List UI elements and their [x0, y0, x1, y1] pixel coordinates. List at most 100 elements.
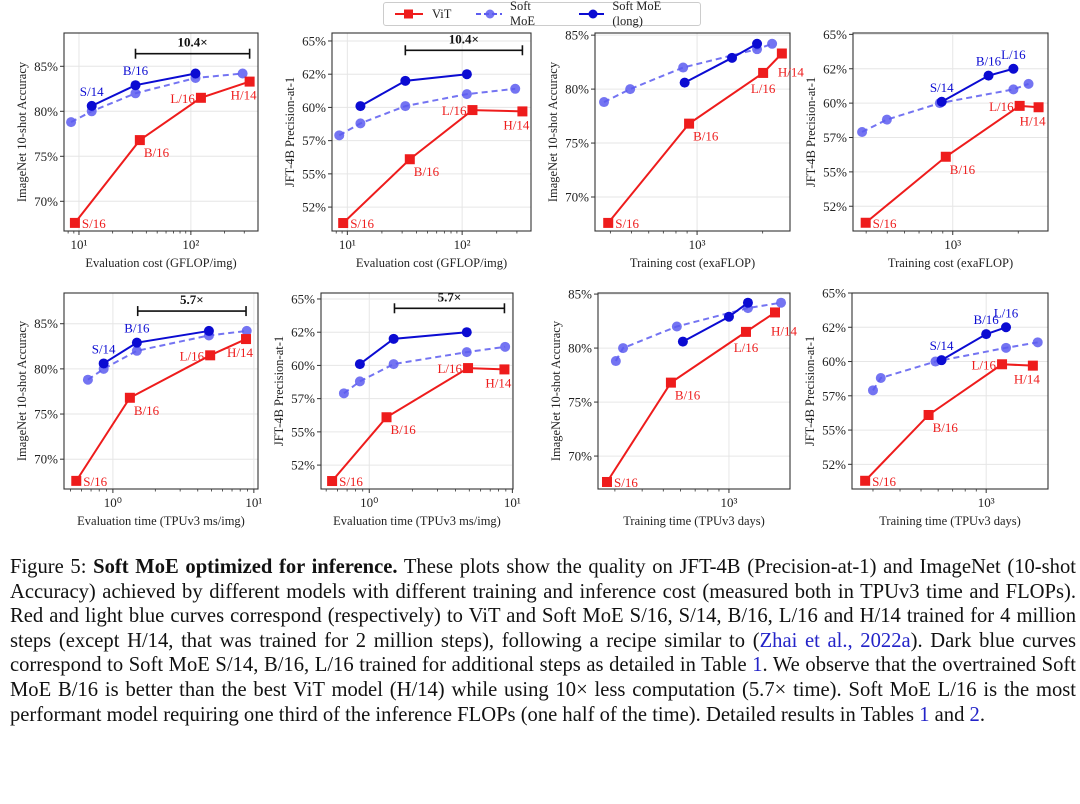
point-label: B/16	[675, 388, 701, 403]
data-point-soft-moe	[355, 118, 366, 129]
point-label: B/16	[976, 54, 1002, 69]
data-point-vit	[997, 359, 1008, 370]
data-point-vit	[327, 476, 338, 487]
data-point-soft-moe	[131, 345, 142, 356]
table-1-link[interactable]: 1	[752, 654, 763, 677]
data-point-soft-moe	[610, 356, 621, 367]
point-label: B/16	[124, 321, 150, 336]
speedup-label: 10.4×	[177, 35, 207, 50]
x-tick-label: 10¹	[71, 237, 88, 252]
point-label: H/14	[227, 345, 254, 360]
y-axis-label: ImageNet 10-shot Accuracy	[15, 320, 29, 461]
speedup-label: 10.4×	[449, 31, 479, 46]
point-label: B/16	[134, 403, 160, 418]
y-tick-label: 62%	[291, 325, 315, 340]
data-point-soft-moe-long	[742, 297, 753, 308]
y-tick-label: 57%	[822, 388, 846, 403]
y-tick-label: 85%	[34, 316, 58, 331]
y-tick-label: 57%	[291, 391, 315, 406]
data-point-soft-moe	[82, 374, 93, 385]
y-tick-label: 60%	[302, 100, 326, 115]
point-label: H/14	[503, 117, 530, 132]
data-point-soft-moe-long	[752, 38, 763, 49]
citation-link-zhai[interactable]: Zhai et al., 2022a	[759, 629, 911, 652]
y-tick-label: 75%	[34, 407, 58, 422]
table-2-link[interactable]: 2	[969, 703, 980, 726]
point-label: L/16	[989, 99, 1014, 114]
data-point-vit	[758, 67, 769, 78]
chart-panel-8: 52% 55% 57% 60% 62% 65% 10³ Training time (TPUv…	[803, 286, 1049, 528]
data-point-vit	[404, 154, 415, 165]
series-line-vit	[74, 80, 250, 224]
series-line-vit	[331, 367, 505, 482]
data-point-soft-moe-long	[98, 358, 109, 369]
data-point-soft-moe	[500, 341, 511, 352]
y-tick-label: 65%	[823, 27, 847, 42]
chart-panel-1: 70% 75% 80% 85% 10¹ 10² Evaluation cost (GFLOP…	[15, 32, 259, 270]
data-point-vit	[517, 106, 528, 117]
data-point-soft-moe-long	[727, 52, 738, 63]
data-point-vit	[923, 409, 934, 420]
plot-frame	[63, 292, 259, 490]
data-point-vit	[1027, 360, 1038, 371]
series-line-soft-moe	[87, 329, 247, 381]
y-tick-label: 55%	[822, 423, 846, 438]
data-point-vit	[71, 475, 82, 486]
data-point-vit	[603, 217, 614, 228]
legend-item-vit: ViT	[394, 7, 451, 22]
data-point-soft-moe-long	[981, 329, 992, 340]
data-point-soft-moe-long	[983, 70, 994, 81]
point-label: H/14	[771, 323, 798, 338]
y-tick-label: 75%	[34, 149, 58, 164]
table-1-link[interactable]: 1	[919, 703, 930, 726]
data-point-vit	[124, 392, 135, 403]
y-tick-label: 57%	[302, 133, 326, 148]
chart-panel-3: 70% 75% 80% 85% 10³ Training cost (exaFLOP) Im…	[546, 28, 804, 270]
legend: ViT Soft MoE Soft MoE (long)	[383, 0, 701, 29]
x-axis-label: Evaluation cost (GFLOP/img)	[85, 256, 236, 270]
figure-caption: Figure 5: Soft MoE optimized for inferen…	[10, 555, 1076, 727]
point-label: L/16	[1001, 47, 1026, 62]
data-point-soft-moe	[867, 385, 878, 396]
chart-panel-2: 52% 55% 57% 60% 62% 65% 10¹ 10² Evaluation cost …	[283, 31, 532, 270]
point-label: S/14	[930, 80, 954, 95]
data-point-soft-moe	[881, 114, 892, 125]
point-label: B/16	[391, 422, 417, 437]
data-point-soft-moe	[338, 388, 349, 399]
y-axis-label: JFT-4B Precision-at-1	[803, 336, 817, 446]
data-point-soft-moe-long	[723, 311, 734, 322]
x-tick-label: 10¹	[245, 495, 262, 510]
point-label: B/16	[693, 129, 719, 144]
caption-text: ). Dark blue curves correspond to Soft M…	[10, 629, 1076, 677]
series-line-vit	[864, 363, 1033, 482]
data-point-soft-moe	[237, 68, 248, 79]
y-tick-label: 65%	[291, 291, 315, 306]
y-tick-label: 57%	[823, 130, 847, 145]
data-point-soft-moe-long	[936, 355, 947, 366]
data-point-soft-moe	[66, 117, 77, 128]
data-point-vit	[601, 476, 612, 487]
y-tick-label: 85%	[34, 59, 58, 74]
y-tick-label: 80%	[568, 341, 592, 356]
data-point-soft-moe-long	[1001, 322, 1012, 333]
data-point-soft-moe-long	[190, 68, 201, 79]
data-point-soft-moe-long	[355, 101, 366, 112]
x-axis-label: Training cost (exaFLOP)	[630, 256, 755, 270]
legend-label: ViT	[432, 6, 452, 21]
point-label: L/16	[170, 91, 195, 106]
y-tick-label: 60%	[822, 354, 846, 369]
series-line-vit	[75, 338, 247, 482]
chart-panel-4: 52% 55% 57% 60% 62% 65% 10³ Training cost (exaF…	[804, 27, 1049, 270]
data-point-soft-moe-long	[936, 96, 947, 107]
legend-item-soft-moe-long: Soft MoE (long)	[578, 0, 686, 29]
y-axis-label: JFT-4B Precision-at-1	[804, 77, 818, 187]
caption-text: and	[929, 703, 970, 726]
point-label: S/16	[873, 216, 897, 231]
y-axis-label: ImageNet 10-shot Accuracy	[15, 61, 29, 202]
x-tick-label: 10²	[182, 237, 199, 252]
series-line-soft-moe-long	[682, 301, 749, 343]
y-tick-label: 52%	[302, 200, 326, 215]
data-point-soft-moe-long	[388, 333, 399, 344]
data-point-soft-moe	[388, 359, 399, 370]
x-tick-label: 10³	[720, 495, 737, 510]
